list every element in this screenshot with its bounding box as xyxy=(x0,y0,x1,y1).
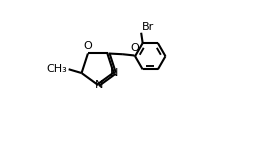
Text: CH₃: CH₃ xyxy=(47,64,67,74)
Text: O: O xyxy=(83,41,92,51)
Text: N: N xyxy=(95,80,103,90)
Text: N: N xyxy=(110,68,118,78)
Text: O: O xyxy=(130,43,139,53)
Text: Br: Br xyxy=(142,22,154,32)
